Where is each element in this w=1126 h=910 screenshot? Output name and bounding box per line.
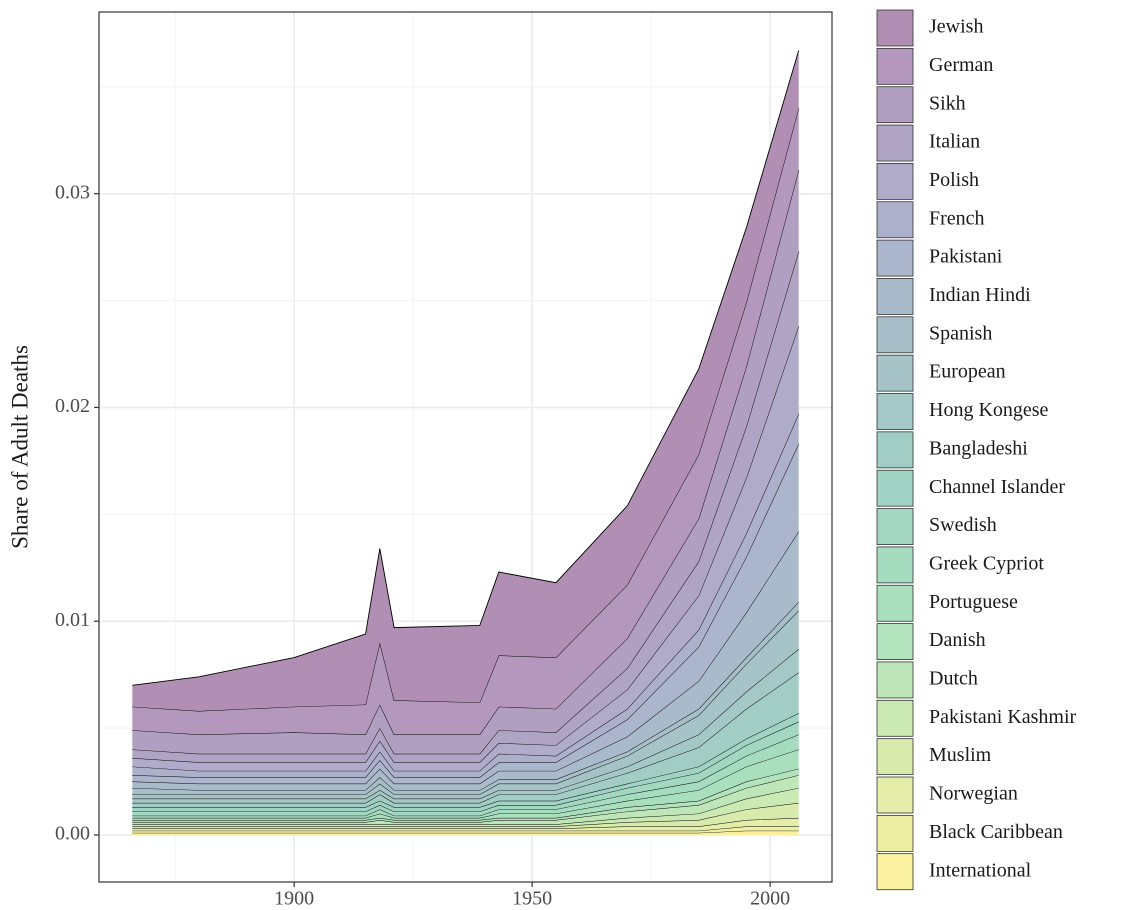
panel-border — [98, 11, 833, 883]
legend-key — [876, 201, 914, 239]
legend-label: Swedish — [929, 514, 997, 536]
area — [132, 749, 799, 821]
x-tick-label: 1950 — [512, 888, 552, 910]
legend-key — [876, 584, 914, 622]
y-tick-label: 0.00 — [55, 823, 90, 845]
legend-key — [876, 469, 914, 507]
legend-label: Jewish — [929, 16, 983, 38]
legend-key — [876, 508, 914, 545]
legend-key — [876, 86, 914, 124]
legend-label: Danish — [929, 629, 986, 651]
legend-label: Spanish — [929, 322, 992, 344]
legend-label: Hong Kongese — [929, 399, 1049, 421]
area — [132, 826, 799, 833]
legend-label: Bangladeshi — [929, 437, 1028, 459]
area-edge — [132, 610, 800, 795]
legend-label: Black Caribbean — [929, 821, 1063, 843]
x-tick-label: 1900 — [274, 888, 314, 910]
legend-label: German — [929, 54, 993, 76]
legend-label: Muslim — [929, 744, 992, 766]
legend-key — [876, 699, 914, 737]
legend-key — [876, 814, 914, 852]
legend-key — [876, 239, 914, 277]
legend-label: International — [929, 859, 1032, 881]
y-axis-title: Share of Adult Deaths — [7, 345, 32, 549]
legend-key — [876, 9, 914, 47]
area — [132, 108, 799, 735]
legend-label: French — [929, 207, 985, 229]
area — [132, 713, 799, 812]
legend-key — [876, 431, 914, 469]
legend-key — [876, 546, 914, 584]
legend-key — [876, 738, 914, 776]
area-edge — [132, 802, 799, 827]
legend-key — [876, 47, 914, 85]
area-edge — [132, 825, 799, 832]
area — [132, 817, 799, 831]
legend-label: Norwegian — [929, 783, 1018, 805]
legend-label: Polish — [929, 169, 979, 191]
area — [132, 768, 799, 823]
legend-label: Indian Hindi — [929, 284, 1031, 306]
area — [132, 734, 799, 818]
legend-label: Sikh — [929, 92, 966, 114]
legend-key — [876, 393, 914, 430]
legend-key — [876, 623, 914, 660]
legend-label: Italian — [929, 131, 980, 153]
legend-label: Pakistani — [929, 246, 1003, 268]
legend-key — [876, 162, 914, 200]
area-edge — [132, 50, 800, 686]
area — [132, 50, 799, 711]
legend-label: Portuguese — [929, 591, 1018, 613]
y-tick-label: 0.01 — [55, 609, 90, 631]
legend-label: European — [929, 361, 1006, 383]
legend-label: Pakistani Kashmir — [929, 706, 1077, 728]
area — [132, 672, 799, 808]
area — [132, 721, 799, 816]
legend-key — [876, 776, 914, 814]
legend-key — [876, 853, 914, 891]
legend-label: Greek Cypriot — [929, 552, 1044, 574]
area — [132, 775, 799, 825]
legend-key — [876, 278, 914, 315]
legend-label: Channel Islander — [929, 476, 1065, 498]
legend-key — [876, 124, 914, 162]
legend-key — [876, 316, 914, 354]
y-tick-label: 0.03 — [55, 181, 90, 203]
y-tick-label: 0.02 — [55, 395, 90, 417]
legend-key — [876, 354, 914, 392]
legend-key — [876, 661, 914, 699]
legend-label: Dutch — [929, 668, 978, 690]
x-tick-label: 2000 — [750, 888, 790, 910]
